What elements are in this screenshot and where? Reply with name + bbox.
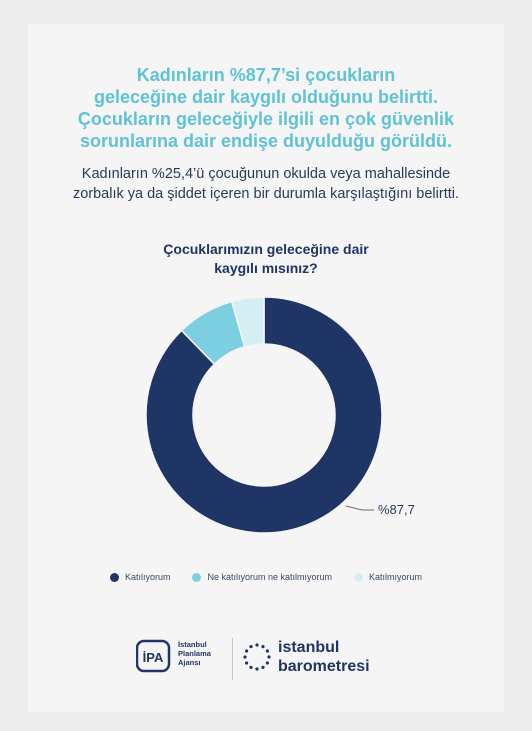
donut-slice-katiliyorum [145, 296, 383, 534]
ipa-text-line-3: Ajansı [178, 658, 201, 667]
subheadline-line-2: zorbalık ya da şiddet içeren bir durumla… [72, 186, 460, 202]
headline-line-3: Çocukların geleceğiyle ilgili en çok güv… [77, 109, 455, 129]
headline-line-2: geleceğine dair kaygılı olduğunu belirtt… [93, 87, 439, 107]
ipa-text-line-2: Planlama [178, 649, 211, 658]
barometre-logo-text: istanbul barometresi [278, 638, 370, 676]
chart-title-line-2: kaygılı mısınız? [214, 260, 318, 276]
legend-item-neutral: Ne katılıyorum ne katılmıyorum [192, 572, 332, 582]
donut-chart [145, 296, 383, 534]
ipa-text-line-1: İstanbul [178, 640, 207, 649]
legend-swatch-katilmiyorum [354, 572, 364, 582]
headline: Kadınların %87,7’si çocukların geleceğin… [28, 64, 504, 152]
ipa-logo-mark: İPA [143, 650, 164, 665]
legend-swatch-neutral [192, 572, 202, 582]
legend-label-neutral: Ne katılıyorum ne katılmıyorum [207, 572, 333, 582]
headline-line-1: Kadınların %87,7’si çocukların [136, 65, 396, 85]
barometre-text-line-1: istanbul [278, 639, 340, 656]
headline-line-4: sorunlarına dair endişe duyulduğu görüld… [79, 131, 453, 151]
infographic-card: Kadınların %87,7’si çocukların geleceğin… [28, 24, 504, 712]
barometre-logo-icon [243, 643, 271, 671]
ipa-logo-icon: İPA [136, 639, 171, 673]
subheadline: Kadınların %25,4’ü çocuğunun okulda veya… [28, 164, 504, 204]
footer-divider [232, 638, 233, 680]
footer-logos: İPA İstanbul Planlama Ajansı [28, 636, 504, 686]
barometre-text-line-2: barometresi [278, 658, 370, 675]
legend-item-katiliyorum: Katılıyorum [109, 572, 171, 582]
data-label-leader-line [345, 505, 374, 511]
ipa-logo-text: İstanbul Planlama Ajansı [178, 640, 211, 667]
legend-swatch-katiliyorum [109, 572, 119, 582]
chart-title-line-1: Çocuklarımızın geleceğine dair [163, 241, 369, 257]
legend-label-katilmiyorum: Katılmıyorum [369, 572, 423, 582]
donut-slice-katilmiyorum [230, 296, 265, 348]
subheadline-line-1: Kadınların %25,4’ü çocuğunun okulda veya… [81, 166, 451, 182]
chart-title: Çocuklarımızın geleceğine dair kaygılı m… [28, 240, 504, 278]
legend-item-katilmiyorum: Katılmıyorum [354, 572, 422, 582]
legend-label-katiliyorum: Katılıyorum [124, 572, 171, 582]
legend: Katılıyorum Ne katılıyorum ne katılmıyor… [28, 572, 504, 582]
data-label-katiliyorum: %87,7 [378, 502, 415, 517]
